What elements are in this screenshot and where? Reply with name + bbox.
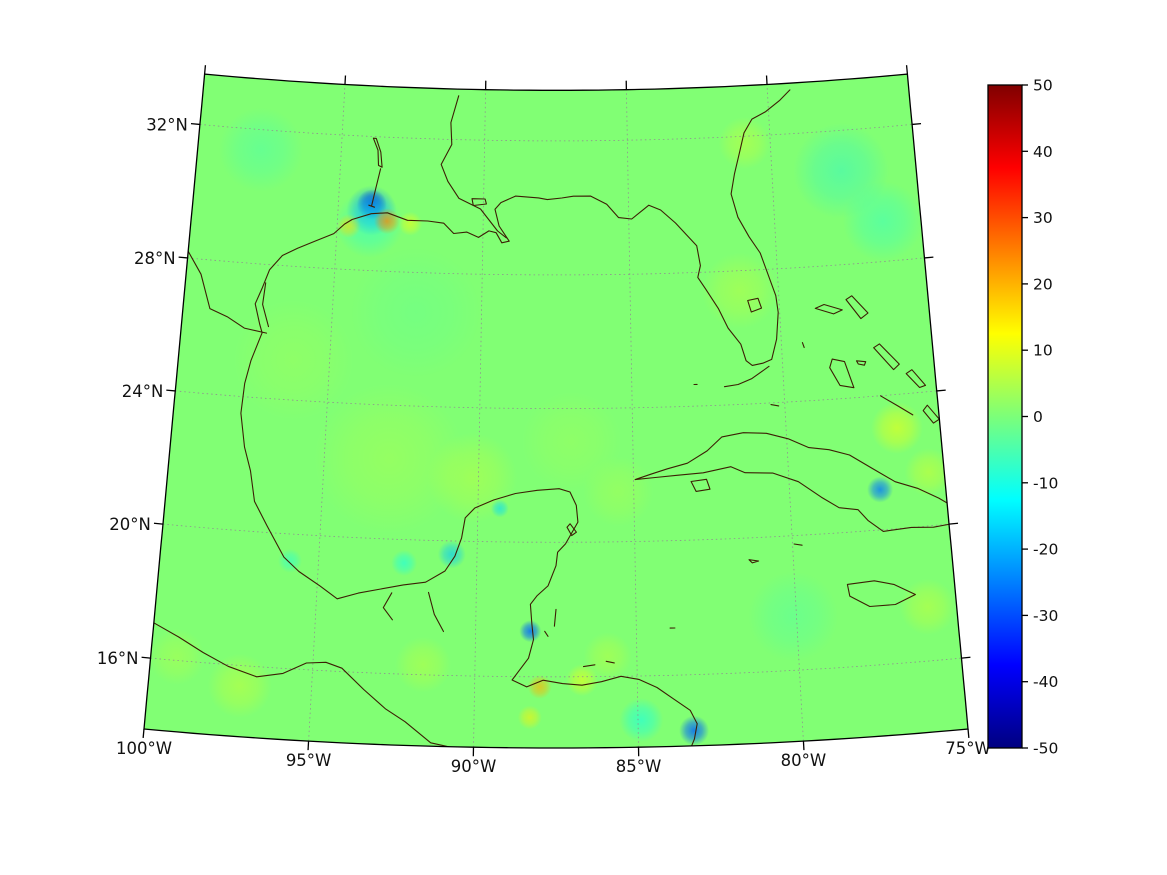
axis-labels: 100°W 95°W 90°W 85°W 80°W 75°W 16°N 20°N 24°N 28°… (97, 115, 991, 776)
lon-tick-label: 85°W (616, 757, 662, 776)
field-anomaly (517, 705, 542, 730)
colorbar-tick-label: 10 (1033, 342, 1053, 360)
field-anomaly (218, 107, 303, 192)
colorbar-tick-label: -40 (1033, 673, 1058, 691)
lon-tick-label: 90°W (451, 757, 497, 776)
field-anomaly (395, 636, 452, 693)
colorbar-tick-label: -30 (1033, 607, 1058, 625)
field-anomaly (701, 252, 778, 329)
field-anomaly (904, 448, 953, 497)
lat-tick-label: 20°N (109, 515, 151, 534)
field-anomaly (391, 550, 418, 576)
field-anomaly (233, 300, 354, 420)
field-anomaly (490, 499, 509, 518)
field-anomaly (748, 571, 839, 662)
colorbar-tick-label: -10 (1033, 474, 1058, 492)
lat-tick-label: 32°N (146, 115, 188, 134)
field-anomaly (899, 578, 956, 635)
colorbar-gradient (987, 84, 1023, 749)
colorbar-tick-label: 40 (1033, 143, 1053, 161)
lon-tick-label: 95°W (286, 751, 332, 770)
field-anomaly (437, 540, 466, 569)
field-anomaly (718, 117, 771, 169)
field-anomaly (867, 476, 894, 503)
field-anomaly (350, 247, 481, 378)
field-anomaly (278, 548, 302, 573)
colorbar: 50 40 30 20 10 0 -10 -20 -30 -40 -50 (987, 77, 1058, 758)
field-anomaly (314, 383, 465, 534)
field-anomaly (207, 653, 272, 718)
lon-tick-label: 100°W (116, 739, 172, 758)
colorbar-tick-label: -50 (1033, 740, 1058, 758)
field-anomaly (398, 211, 423, 236)
field-anomaly (583, 456, 654, 527)
field-anomaly (583, 632, 632, 681)
colorbar-ticks (1022, 84, 1028, 749)
field-anomaly (519, 620, 542, 643)
field-anomaly (870, 401, 923, 454)
map-field (144, 74, 968, 749)
colorbar-tick-label: 20 (1033, 275, 1053, 293)
colorbar-tick-label: -20 (1033, 541, 1058, 559)
field-anomaly (374, 208, 400, 235)
field-anomaly (679, 715, 710, 746)
lon-tick-label: 80°W (781, 751, 827, 770)
field-anomaly (148, 629, 205, 685)
colorbar-tick-label: 30 (1033, 209, 1053, 227)
field-anomaly (427, 432, 518, 523)
colorbar-labels: 50 40 30 20 10 0 -10 -20 -30 -40 -50 (1033, 77, 1058, 758)
lat-tick-label: 16°N (97, 649, 139, 668)
field-anomaly (619, 698, 664, 742)
colorbar-tick-label: 50 (1033, 77, 1053, 95)
lat-tick-label: 24°N (122, 382, 164, 401)
lat-tick-label: 28°N (134, 249, 176, 268)
colorbar-tick-label: 0 (1033, 408, 1043, 426)
lon-tick-label: 75°W (945, 739, 991, 758)
field-anomaly (336, 214, 361, 238)
field-anomaly (527, 674, 552, 699)
field-anomaly (842, 181, 923, 262)
field-anomaly (335, 189, 404, 258)
frame-ticks (141, 65, 971, 757)
